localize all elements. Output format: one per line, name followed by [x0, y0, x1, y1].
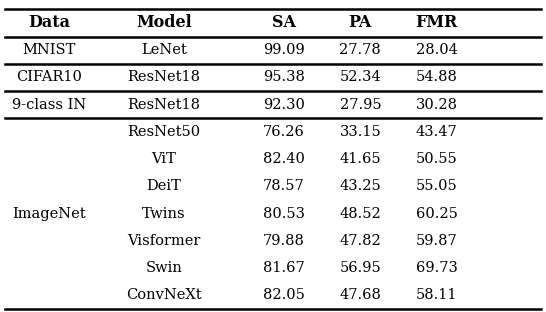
- Text: 78.57: 78.57: [263, 179, 305, 193]
- Text: LeNet: LeNet: [141, 43, 187, 57]
- Text: CIFAR10: CIFAR10: [16, 71, 82, 85]
- Text: 43.47: 43.47: [416, 125, 458, 139]
- Text: 92.30: 92.30: [263, 98, 305, 112]
- Text: 80.53: 80.53: [263, 207, 305, 221]
- Text: 30.28: 30.28: [416, 98, 458, 112]
- Text: 43.25: 43.25: [340, 179, 381, 193]
- Text: Swin: Swin: [145, 261, 182, 275]
- Text: ConvNeXt: ConvNeXt: [126, 288, 201, 302]
- Text: 55.05: 55.05: [416, 179, 458, 193]
- Text: 58.11: 58.11: [416, 288, 458, 302]
- Text: 41.65: 41.65: [340, 152, 381, 166]
- Text: Visformer: Visformer: [127, 234, 200, 248]
- Text: Twins: Twins: [142, 207, 186, 221]
- Text: 54.88: 54.88: [416, 71, 458, 85]
- Text: 95.38: 95.38: [263, 71, 305, 85]
- Text: 81.67: 81.67: [263, 261, 305, 275]
- Text: ResNet50: ResNet50: [127, 125, 200, 139]
- Text: 99.09: 99.09: [263, 43, 305, 57]
- Text: 27.78: 27.78: [340, 43, 381, 57]
- Text: ImageNet: ImageNet: [13, 207, 86, 221]
- Text: ResNet18: ResNet18: [127, 98, 200, 112]
- Text: 82.40: 82.40: [263, 152, 305, 166]
- Text: Model: Model: [136, 14, 192, 32]
- Text: 50.55: 50.55: [416, 152, 458, 166]
- Text: Data: Data: [28, 14, 70, 32]
- Text: 27.95: 27.95: [340, 98, 381, 112]
- Text: 60.25: 60.25: [416, 207, 458, 221]
- Text: 9-class IN: 9-class IN: [12, 98, 86, 112]
- Text: 56.95: 56.95: [340, 261, 381, 275]
- Text: FMR: FMR: [416, 14, 458, 32]
- Text: ResNet18: ResNet18: [127, 71, 200, 85]
- Text: DeiT: DeiT: [146, 179, 181, 193]
- Text: 47.68: 47.68: [340, 288, 381, 302]
- Text: 47.82: 47.82: [340, 234, 381, 248]
- Text: 82.05: 82.05: [263, 288, 305, 302]
- Text: 79.88: 79.88: [263, 234, 305, 248]
- Text: 59.87: 59.87: [416, 234, 458, 248]
- Text: SA: SA: [272, 14, 296, 32]
- Text: ViT: ViT: [151, 152, 176, 166]
- Text: 28.04: 28.04: [416, 43, 458, 57]
- Text: 76.26: 76.26: [263, 125, 305, 139]
- Text: 33.15: 33.15: [340, 125, 381, 139]
- Text: MNIST: MNIST: [22, 43, 76, 57]
- Text: 48.52: 48.52: [340, 207, 381, 221]
- Text: PA: PA: [349, 14, 372, 32]
- Text: 69.73: 69.73: [416, 261, 458, 275]
- Text: 52.34: 52.34: [340, 71, 381, 85]
